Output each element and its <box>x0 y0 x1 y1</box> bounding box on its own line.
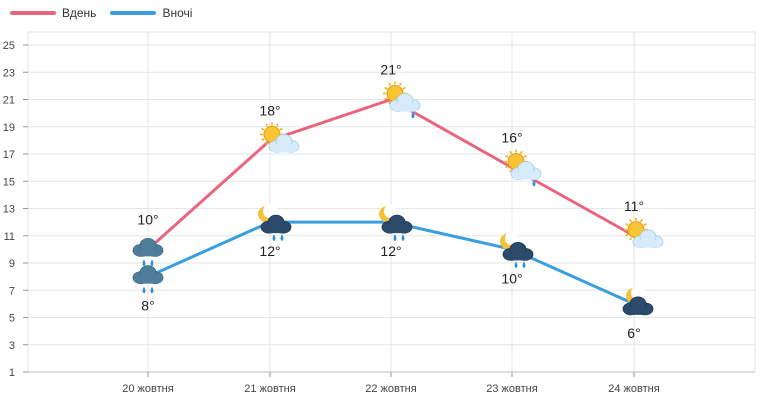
moon-cloud-rain-icon <box>258 204 292 242</box>
legend-swatch-night <box>110 11 157 15</box>
x-tick-label: 21 жовтня <box>244 383 295 395</box>
legend: Вдень Вночі <box>10 6 192 20</box>
night-temp-label: 12° <box>259 243 280 259</box>
sun-cloud-icon <box>260 122 300 153</box>
y-tick-label: 9 <box>9 258 15 270</box>
day-temp-label: 16° <box>501 130 522 146</box>
y-tick-label: 21 <box>3 95 15 107</box>
y-tick-label: 11 <box>4 231 15 243</box>
day-temp-label: 18° <box>259 102 280 118</box>
day-temp-label: 21° <box>380 62 401 78</box>
legend-label-night: Вночі <box>162 6 193 20</box>
y-tick-label: 23 <box>3 67 15 79</box>
moon-cloud-rain-icon <box>379 204 413 242</box>
sun-cloud-rain-icon <box>504 149 542 187</box>
night-temp-label: 12° <box>380 243 401 259</box>
moon-cloud-rain-icon <box>500 231 534 269</box>
rain-cloud-icon <box>132 265 164 294</box>
y-tick-label: 7 <box>9 285 15 297</box>
y-tick-label: 19 <box>3 122 15 134</box>
day-temp-label: 10° <box>137 211 158 227</box>
y-tick-label: 15 <box>3 176 15 188</box>
legend-swatch-day <box>10 11 56 15</box>
night-temp-label: 8° <box>141 298 154 314</box>
y-tick-label: 25 <box>3 40 15 52</box>
moon-cloud-icon <box>622 285 654 316</box>
night-temp-label: 6° <box>627 325 640 341</box>
sun-cloud-icon <box>624 217 664 249</box>
legend-item-night[interactable]: Вночі <box>110 6 192 20</box>
x-tick-label: 20 жовтня <box>122 383 173 395</box>
sun-cloud-rain-icon <box>383 81 421 119</box>
x-tick-label: 24 жовтня <box>608 383 659 395</box>
y-tick-label: 3 <box>9 340 15 352</box>
legend-label-day: Вдень <box>62 6 97 20</box>
x-tick-label: 23 жовтня <box>486 383 537 395</box>
legend-item-day[interactable]: Вдень <box>10 6 96 20</box>
night-temp-label: 10° <box>501 270 522 286</box>
y-tick-label: 17 <box>3 149 15 161</box>
day-temp-label: 11° <box>624 198 644 214</box>
y-tick-label: 13 <box>3 204 15 216</box>
y-tick-label: 1 <box>9 367 15 379</box>
rain-cloud-icon <box>132 237 164 267</box>
y-tick-label: 5 <box>9 313 15 325</box>
x-tick-label: 22 жовтня <box>365 383 416 395</box>
